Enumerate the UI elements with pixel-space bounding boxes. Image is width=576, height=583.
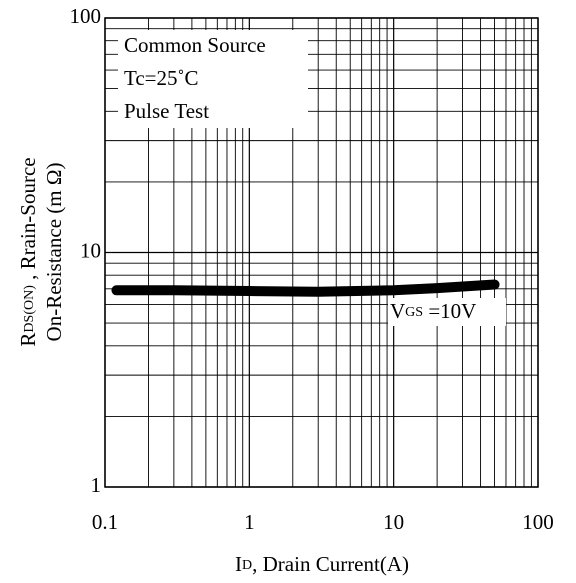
y-tick-label: 1: [91, 473, 102, 497]
plot-frame: [104, 17, 539, 488]
y-tick-label: 10: [80, 238, 101, 262]
y-axis-label: On-Resistance (m Ω): [42, 163, 66, 342]
annotation: Tc=25˚C: [124, 66, 199, 90]
y-axis-label: RDS(ON) , Rrain-Source: [16, 157, 40, 346]
series-label-part: =10V: [423, 299, 476, 323]
annotation: Pulse Test: [124, 99, 209, 123]
y-tick-label: 100: [70, 4, 102, 28]
series-label-bg: [388, 298, 506, 326]
annotation-box: [118, 30, 308, 128]
x-tick-label: 0.1: [92, 510, 118, 534]
annotation: Common Source: [124, 33, 266, 57]
x-axis-label: ID, Drain Current(A): [235, 552, 409, 576]
series-label-part: GS: [405, 305, 423, 320]
x-tick-label: 1: [244, 510, 255, 534]
x-tick-label: 10: [383, 510, 404, 534]
series-label: VGS =10V: [390, 299, 476, 323]
x-tick-label: 100: [522, 510, 554, 534]
series-label-part: V: [390, 299, 405, 323]
data-line: [111, 279, 500, 297]
